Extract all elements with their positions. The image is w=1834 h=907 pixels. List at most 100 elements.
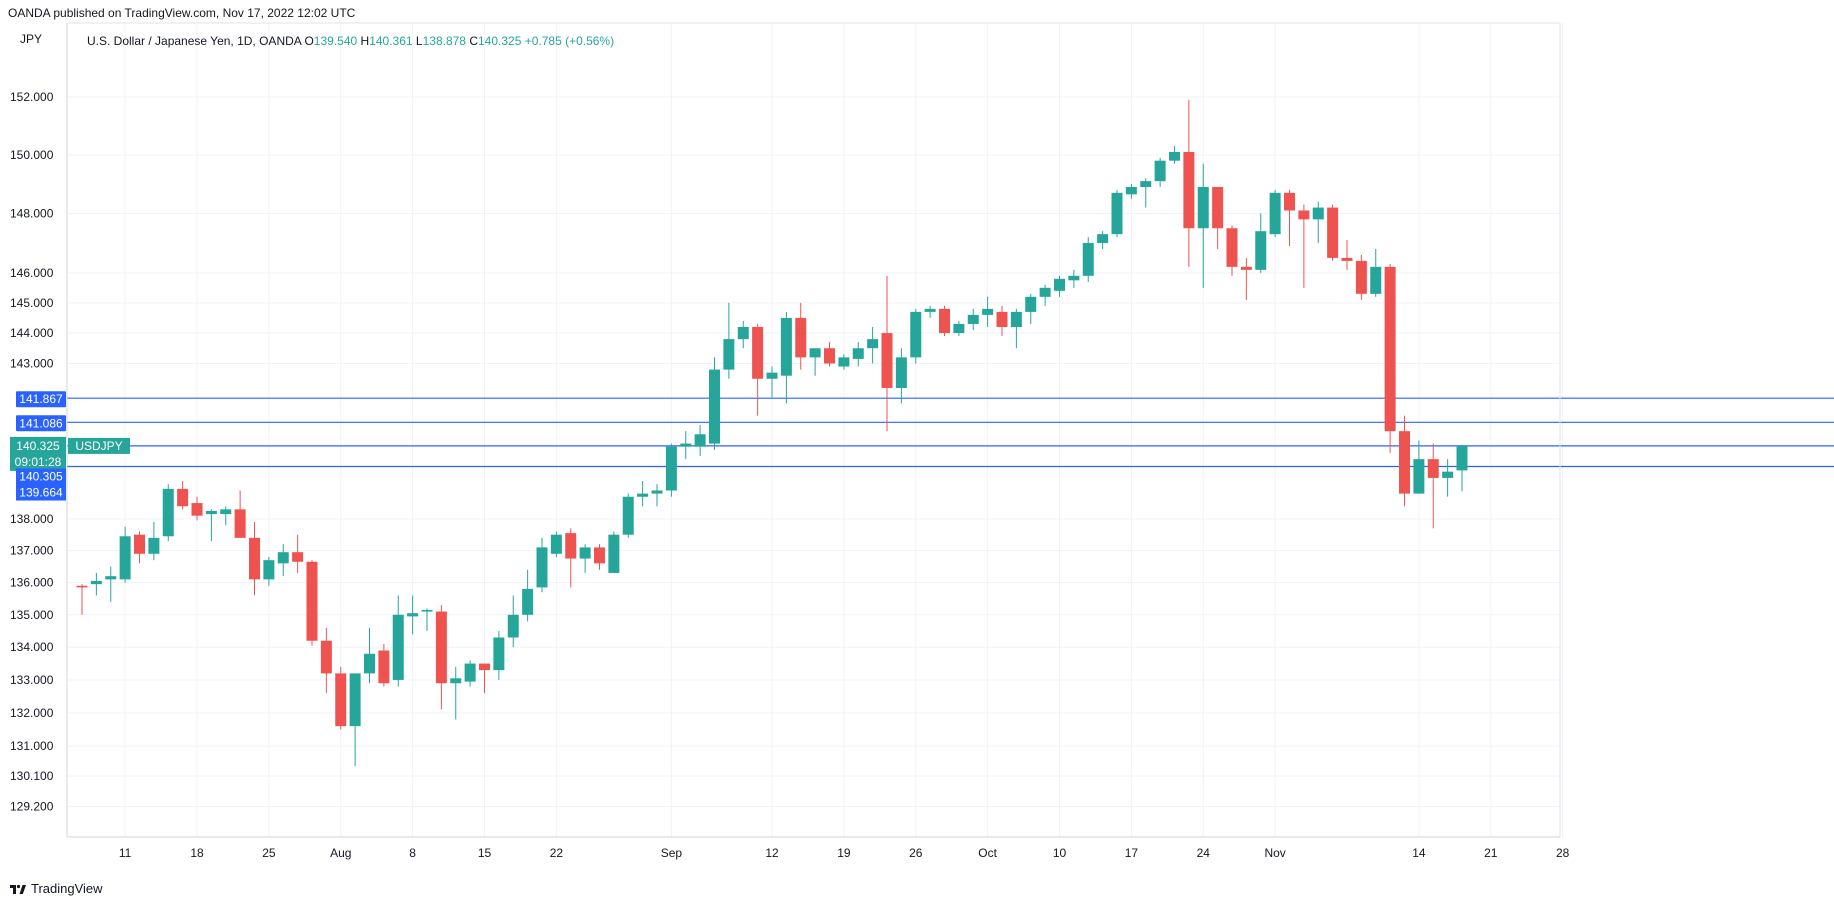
candle-body[interactable]: [939, 308, 950, 334]
candle-body[interactable]: [134, 534, 145, 554]
candle-body[interactable]: [536, 547, 548, 588]
candle-body[interactable]: [435, 611, 447, 684]
candle-body[interactable]: [565, 533, 577, 559]
candle-body[interactable]: [292, 552, 304, 562]
candle-body[interactable]: [249, 537, 260, 580]
candle-body[interactable]: [780, 317, 792, 376]
candle-body[interactable]: [320, 640, 332, 674]
candle-body[interactable]: [1255, 231, 1267, 270]
candle-body[interactable]: [450, 678, 462, 684]
candle-body[interactable]: [550, 534, 562, 554]
candle-body[interactable]: [852, 348, 864, 359]
candle-body[interactable]: [522, 588, 534, 615]
candle-body[interactable]: [479, 663, 490, 671]
candle-body[interactable]: [1384, 266, 1396, 432]
candle-body[interactable]: [234, 509, 246, 538]
candle-body[interactable]: [507, 614, 519, 638]
candle-body[interactable]: [910, 311, 922, 358]
candle-body[interactable]: [594, 547, 605, 564]
candle-body[interactable]: [1154, 160, 1166, 182]
candle-body[interactable]: [1097, 234, 1109, 244]
candle-body[interactable]: [694, 434, 706, 447]
candle-body[interactable]: [205, 510, 217, 515]
candle-body[interactable]: [924, 308, 936, 312]
candle-body[interactable]: [752, 327, 764, 379]
candle-body[interactable]: [90, 580, 102, 585]
candle-body[interactable]: [709, 369, 720, 444]
candle-body[interactable]: [378, 650, 390, 684]
candle-body[interactable]: [464, 663, 476, 682]
candle-body[interactable]: [1456, 445, 1468, 471]
candle-body[interactable]: [1197, 186, 1209, 229]
candle-body[interactable]: [1025, 296, 1037, 312]
candle-body[interactable]: [177, 488, 189, 507]
candle-body[interactable]: [407, 613, 419, 617]
candle-body[interactable]: [766, 372, 778, 379]
candle-body[interactable]: [1413, 459, 1425, 494]
candle-body[interactable]: [1082, 243, 1094, 276]
candle-body[interactable]: [306, 561, 318, 641]
candle-body[interactable]: [1010, 311, 1022, 328]
candle-body[interactable]: [1039, 287, 1051, 297]
candle-body[interactable]: [608, 534, 620, 573]
candle-body[interactable]: [723, 339, 735, 370]
candle-body[interactable]: [579, 547, 591, 559]
candle-body[interactable]: [1442, 471, 1454, 478]
candle-body[interactable]: [982, 308, 994, 315]
candle-body[interactable]: [1054, 278, 1065, 291]
candle-body[interactable]: [1312, 207, 1324, 220]
candle-body[interactable]: [881, 333, 893, 388]
candle-body[interactable]: [665, 446, 677, 491]
candle-body[interactable]: [895, 357, 907, 388]
candle-body[interactable]: [277, 552, 289, 564]
candle-body[interactable]: [1111, 192, 1123, 235]
candle-body[interactable]: [1068, 275, 1080, 281]
candle-body[interactable]: [737, 327, 749, 340]
candle-body[interactable]: [1355, 260, 1367, 294]
candle-body[interactable]: [1399, 431, 1410, 494]
candle-body[interactable]: [119, 536, 131, 580]
candle-body[interactable]: [1370, 266, 1382, 294]
candle-body[interactable]: [651, 490, 663, 494]
x-tick-label: Oct: [978, 846, 997, 860]
candle-body[interactable]: [1183, 151, 1195, 229]
candle-body[interactable]: [1298, 210, 1310, 220]
candle-body[interactable]: [1240, 266, 1252, 270]
candle-body[interactable]: [421, 609, 433, 612]
candle-body[interactable]: [1341, 257, 1353, 261]
candle-body[interactable]: [809, 348, 821, 358]
candle-body[interactable]: [191, 503, 203, 516]
candle-body[interactable]: [1284, 192, 1295, 211]
candle-body[interactable]: [1327, 207, 1339, 258]
price-tag-141086: 141.086: [19, 416, 63, 430]
candle-body[interactable]: [263, 560, 275, 580]
candle-body[interactable]: [493, 637, 505, 671]
candle-body[interactable]: [162, 488, 174, 537]
candle-body[interactable]: [392, 614, 404, 680]
candle-body[interactable]: [867, 339, 879, 349]
candle-body[interactable]: [1269, 192, 1281, 235]
candle-body[interactable]: [349, 673, 361, 727]
candle-body[interactable]: [148, 537, 160, 554]
candle-body[interactable]: [76, 585, 88, 588]
candle-body[interactable]: [1125, 186, 1137, 195]
candle-body[interactable]: [795, 317, 807, 358]
candle-body[interactable]: [1427, 459, 1439, 478]
candle-body[interactable]: [220, 509, 232, 515]
candle-body[interactable]: [1212, 186, 1224, 229]
candle-body[interactable]: [1140, 181, 1152, 187]
candle-body[interactable]: [953, 323, 965, 334]
candle-body[interactable]: [838, 357, 850, 367]
candle-body[interactable]: [680, 443, 692, 447]
candle-body[interactable]: [1226, 228, 1238, 267]
candle-body[interactable]: [335, 673, 347, 727]
candle-body[interactable]: [105, 576, 117, 580]
candle-body[interactable]: [637, 493, 649, 497]
candle-body[interactable]: [622, 496, 634, 535]
candle-body[interactable]: [824, 348, 835, 364]
candle-body[interactable]: [364, 653, 375, 674]
candle-body[interactable]: [967, 314, 979, 324]
candle-body[interactable]: [996, 311, 1008, 328]
candle-body[interactable]: [1169, 151, 1180, 161]
